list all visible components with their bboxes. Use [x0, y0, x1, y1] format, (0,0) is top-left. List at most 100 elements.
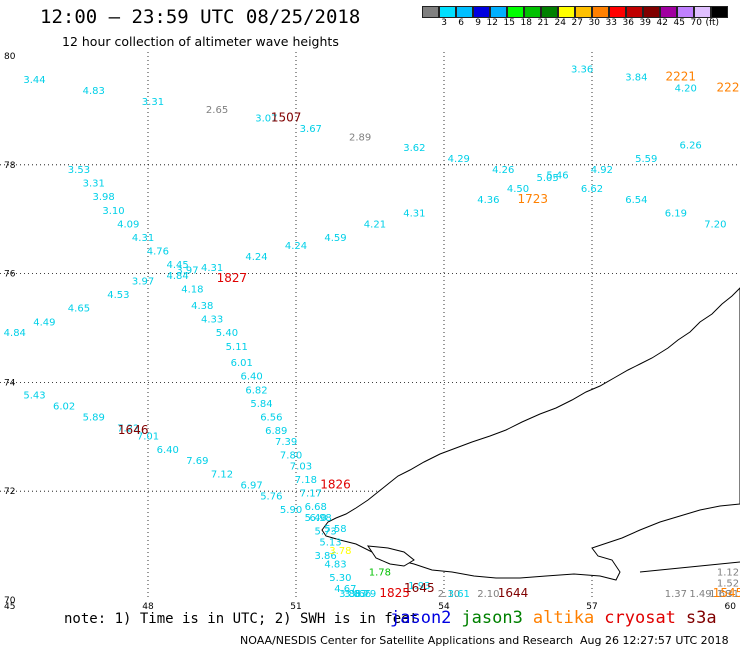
wave-height-value: 6.02: [53, 402, 75, 413]
axis-labels: 45 48 51 54 57 60 80 78 76 74 72 70: [4, 52, 736, 612]
wave-height-value: 5.05: [536, 173, 558, 184]
wave-height-value: 3.31: [142, 97, 164, 108]
wave-height-value: 3.98: [92, 192, 114, 203]
wave-height-labels: 3.44 4.83 3.31 2.65 3.07 3.67 2.89 3.62 4.29 4.26…: [4, 64, 739, 600]
wave-height-value: 6.82: [245, 385, 267, 396]
wave-height-value: 5.76: [260, 491, 282, 502]
wave-height-value: 6.89: [265, 426, 287, 437]
wave-height-value: 3.31: [83, 179, 105, 190]
wave-height-value: 3.67: [300, 124, 322, 135]
wave-height-value: 3.88: [339, 589, 361, 600]
satellite-legend: jason2 jason3 altika cryosat s3a: [390, 608, 717, 628]
page-subtitle: 12 hour collection of altimeter wave hei…: [62, 34, 339, 49]
wave-height-value: 5.89: [83, 412, 105, 423]
scale-label: 45: [673, 18, 685, 28]
wave-height-value: 7.17: [300, 489, 322, 500]
scale-swatch-0: [422, 6, 439, 18]
pass-time: 2221: [666, 69, 697, 83]
wave-height-value: 3.44: [23, 75, 45, 86]
wave-height-value: 5.13: [319, 538, 341, 549]
satellite-legend-item: jason3: [461, 608, 523, 628]
wave-height-value: 4.76: [147, 247, 169, 258]
altimeter-wave-height-map: 45 48 51 54 57 60 80 78 76 74 72 70 3.44 4.83 3.31 2.6…: [0, 52, 740, 612]
scale-swatch-1: [439, 6, 456, 18]
wave-height-value: 4.53: [107, 290, 129, 301]
wave-height-value: 4.20: [675, 83, 697, 94]
scale-swatch-15: [677, 6, 694, 18]
scale-label: 39: [639, 18, 651, 28]
wave-height-value: 3.66: [349, 589, 371, 600]
wave-height-value: 1.37: [665, 589, 687, 600]
wave-height-value: 7.03: [290, 461, 312, 472]
scale-label: (ft): [705, 18, 719, 28]
scale-swatch-4: [490, 6, 507, 18]
wave-height-value: 7.01: [137, 432, 159, 443]
wave-height-value: 1.68: [709, 589, 731, 600]
wave-height-value: 7.22: [117, 423, 139, 434]
wave-height-value: 1.12: [717, 568, 739, 579]
wave-height-value: 6.62: [581, 184, 603, 195]
pass-time: 1545: [713, 586, 740, 600]
scale-label: 42: [656, 18, 668, 28]
wave-height-value: 5.46: [546, 170, 568, 181]
wave-height-value: 2.89: [349, 132, 371, 143]
pass-time: 1507: [271, 110, 302, 124]
scale-swatch-17: [711, 6, 728, 18]
wave-height-value: 5.59: [635, 154, 657, 165]
coastline-south-strip: [639, 561, 740, 573]
wave-height-value: 6.01: [231, 358, 253, 369]
scale-label: 36: [622, 18, 634, 28]
scale-swatch-6: [524, 6, 541, 18]
wave-height-value: 4.31: [201, 263, 223, 274]
wave-height-value: 4.26: [492, 165, 514, 176]
pass-time: 222: [717, 80, 740, 94]
coastline-novaya-zemlya: [321, 287, 740, 581]
scale-swatch-3: [473, 6, 490, 18]
wave-height-value: 4.21: [364, 219, 386, 230]
wave-height-value: 4.38: [191, 301, 213, 312]
wave-height-value: 4.31: [132, 233, 154, 244]
scale-label: 33: [605, 18, 617, 28]
latitude-label: 74: [4, 378, 16, 388]
scale-swatch-16: [694, 6, 711, 18]
satellite-legend-item: jason2: [390, 608, 452, 628]
scale-swatch-2: [456, 6, 473, 18]
satellite-legend-item: cryosat: [604, 608, 676, 628]
longitude-label: 57: [586, 602, 597, 612]
wave-height-value: 6.97: [240, 480, 262, 491]
wave-height-value: 6.98: [310, 513, 332, 524]
scale-label: 18: [520, 18, 532, 28]
pass-time: 1827: [217, 271, 248, 285]
wave-height-value: 4.84: [4, 328, 26, 339]
wave-height-value: 6.19: [665, 208, 687, 219]
scale-label: 15: [503, 18, 515, 28]
wave-height-value: 4.59: [324, 233, 346, 244]
pass-time: 1644: [498, 586, 529, 600]
wave-height-value: 5.30: [329, 573, 351, 584]
land-outline: [321, 287, 740, 581]
color-scale-swatches: [422, 6, 728, 18]
wave-height-value: 3.10: [102, 206, 124, 217]
wave-height-value: 1.52: [717, 578, 739, 589]
wave-height-value: 3.78: [329, 546, 351, 557]
footer-credit: NOAA/NESDIS Center for Satellite Applica…: [240, 634, 574, 647]
scale-swatch-11: [609, 6, 626, 18]
wave-height-value: 4.92: [591, 165, 613, 176]
wave-height-value: 4.36: [477, 195, 499, 206]
wave-height-value: 7.69: [186, 456, 208, 467]
scale-label: 3: [441, 18, 447, 28]
page-title: 12:00 – 23:59 UTC 08/25/2018: [40, 6, 361, 28]
wave-height-value: 4.67: [334, 584, 356, 595]
wave-height-value: 3.86: [314, 551, 336, 562]
wave-height-value: 7.80: [280, 451, 302, 462]
wave-height-value: 4.65: [68, 304, 90, 315]
wave-height-value: 7.39: [275, 437, 297, 448]
wave-height-value: 3.62: [403, 143, 425, 154]
wave-height-value: 6.40: [157, 445, 179, 456]
wave-height-value: 4.45: [166, 260, 188, 271]
wave-height-value: 5.73: [314, 527, 336, 538]
footer-note: note: 1) Time is in UTC; 2) SWH is in fe…: [64, 611, 419, 627]
scale-swatch-12: [626, 6, 643, 18]
footer-timestamp: Aug 26 12:27:57 UTC 2018: [580, 634, 729, 647]
latitude-label: 70: [4, 596, 16, 606]
